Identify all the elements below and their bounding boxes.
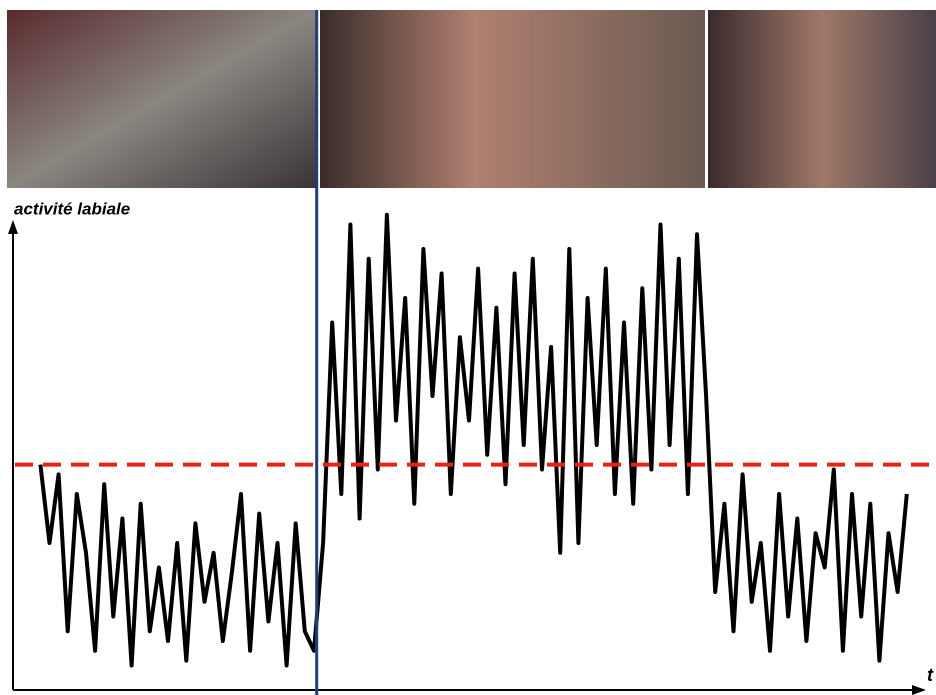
x-axis-label: t [927, 665, 934, 685]
y-axis-label: activité labiale [14, 199, 130, 218]
video-frame [320, 10, 705, 188]
video-frame [7, 10, 316, 188]
y-axis-arrow [8, 220, 18, 234]
video-frame [708, 10, 936, 188]
x-axis-arrow [912, 685, 926, 695]
activity-line [38, 212, 909, 668]
